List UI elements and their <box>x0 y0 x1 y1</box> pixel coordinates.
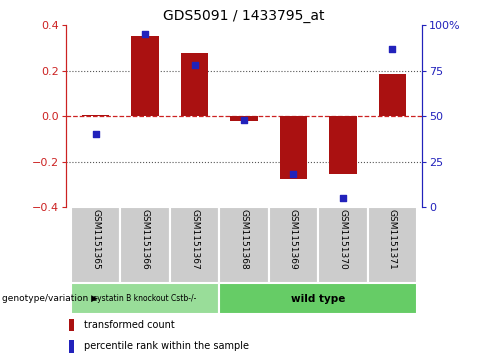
Bar <box>318 207 367 283</box>
Text: GSM1151369: GSM1151369 <box>289 209 298 270</box>
Point <box>191 62 199 68</box>
Bar <box>121 207 170 283</box>
Bar <box>69 319 74 331</box>
Bar <box>170 207 219 283</box>
Bar <box>69 340 74 352</box>
Point <box>92 131 100 137</box>
Point <box>289 171 297 177</box>
Title: GDS5091 / 1433795_at: GDS5091 / 1433795_at <box>163 9 325 23</box>
Text: GSM1151368: GSM1151368 <box>240 209 248 270</box>
Text: transformed count: transformed count <box>84 320 174 330</box>
Text: GSM1151365: GSM1151365 <box>91 209 100 270</box>
Bar <box>71 207 121 283</box>
Text: wild type: wild type <box>291 294 346 303</box>
Bar <box>329 116 357 174</box>
Bar <box>367 207 417 283</box>
Bar <box>82 115 109 116</box>
Point <box>388 46 396 52</box>
Bar <box>230 116 258 121</box>
Text: GSM1151371: GSM1151371 <box>388 209 397 270</box>
Bar <box>181 53 208 116</box>
Text: GSM1151367: GSM1151367 <box>190 209 199 270</box>
Text: percentile rank within the sample: percentile rank within the sample <box>84 341 249 351</box>
Point <box>240 117 248 123</box>
Text: genotype/variation ▶: genotype/variation ▶ <box>2 294 99 303</box>
Bar <box>131 36 159 116</box>
Point <box>141 32 149 37</box>
Bar <box>219 283 417 314</box>
Point <box>339 195 347 201</box>
Text: cystatin B knockout Cstb-/-: cystatin B knockout Cstb-/- <box>93 294 197 303</box>
Bar <box>280 116 307 179</box>
Bar <box>219 207 269 283</box>
Bar <box>379 74 406 116</box>
Text: GSM1151366: GSM1151366 <box>141 209 149 270</box>
Bar <box>71 283 219 314</box>
Text: GSM1151370: GSM1151370 <box>339 209 347 270</box>
Bar <box>269 207 318 283</box>
